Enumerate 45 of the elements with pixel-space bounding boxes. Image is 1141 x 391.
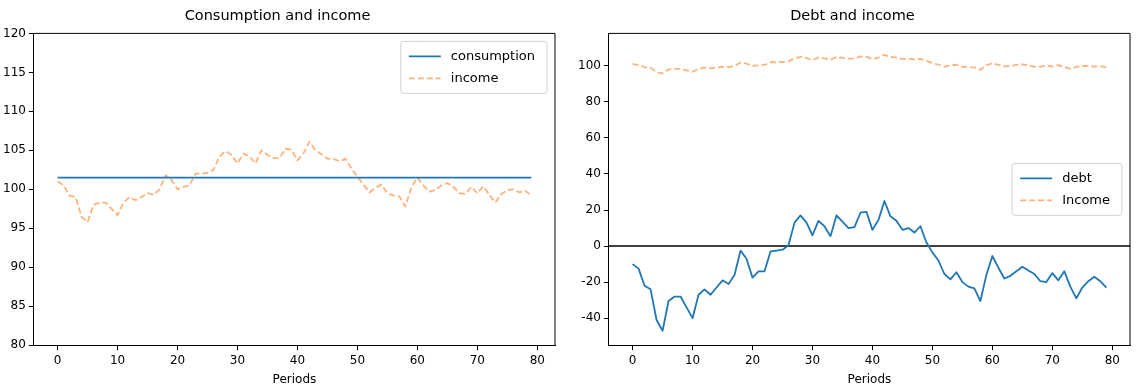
x-axis-title: Periods [272,371,317,386]
line-series [56,140,533,223]
x-tick-label: 50 [924,352,941,367]
y-tick-label: 40 [585,166,601,181]
x-tick-label: 60 [984,352,1001,367]
y-tick-label: 115 [3,64,26,79]
chart-title: Consumption and income [184,7,371,24]
y-tick-label: 80 [10,337,26,352]
x-tick-label: 20 [744,352,761,367]
x-tick-label: 80 [1104,352,1120,367]
x-tick-label: 0 [628,352,637,367]
x-tick-label: 30 [804,352,821,367]
y-tick-label: 85 [10,298,26,313]
y-tick-label: 80 [585,94,601,109]
x-tick-label: 10 [109,352,126,367]
legend-label: income [450,69,499,85]
x-tick-label: 10 [684,352,701,367]
legend-label: debt [1062,169,1092,185]
x-tick-label: 80 [529,352,545,367]
x-tick-label: 70 [1044,352,1060,367]
y-tick-label: 20 [585,202,601,217]
y-tick-label: 105 [3,142,26,157]
y-tick-label: 90 [10,259,26,274]
x-axis-title: Periods [847,371,892,386]
x-tick-label: 60 [409,352,426,367]
x-tick-label: 0 [53,352,62,367]
legend-label: Income [1062,191,1111,207]
x-tick-label: 30 [229,352,246,367]
line-series [631,53,1108,75]
y-tick-label: 120 [3,25,26,40]
y-tick-label: 60 [585,130,601,145]
x-tick-label: 20 [169,352,186,367]
x-tick-label: 40 [864,352,881,367]
y-tick-label: 95 [10,220,26,235]
y-tick-label: 0 [593,238,601,253]
y-tick-label: -40 [581,310,601,325]
x-tick-label: 40 [289,352,306,367]
x-tick-label: 70 [469,352,485,367]
x-tick-label: 50 [349,352,366,367]
chart-title: Debt and income [790,7,915,24]
y-tick-label: 100 [3,181,26,196]
y-tick-label: 100 [578,57,601,72]
y-tick-label: -20 [581,274,601,289]
legend-label: consumption [450,47,535,63]
y-tick-label: 110 [3,103,26,118]
